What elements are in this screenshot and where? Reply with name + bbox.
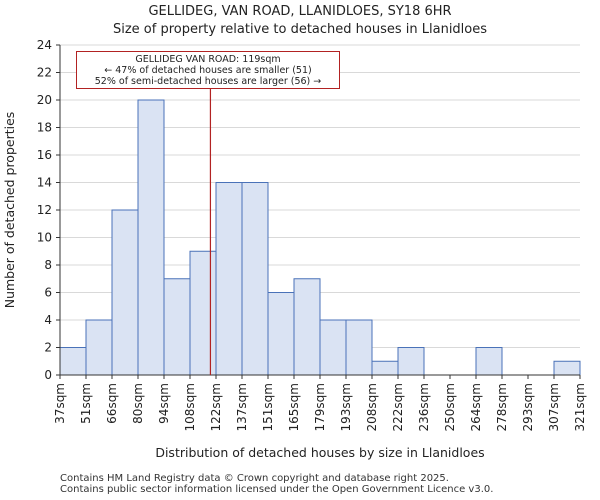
- x-tick-label: 151sqm: [261, 383, 275, 431]
- x-tick-label: 208sqm: [365, 383, 379, 431]
- y-tick-label: 4: [44, 313, 52, 327]
- x-tick-label: 250sqm: [443, 383, 457, 431]
- histogram-bar: [397, 347, 425, 376]
- y-tick-label: 18: [37, 121, 52, 135]
- annotation-line1: GELLIDEG VAN ROAD: 119sqm: [135, 54, 281, 65]
- x-tick-label: 66sqm: [105, 383, 119, 424]
- histogram-bar: [267, 292, 295, 376]
- y-tick-label: 12: [37, 203, 52, 217]
- x-tick-label: 179sqm: [313, 383, 327, 431]
- x-tick-label: 165sqm: [287, 383, 301, 431]
- x-tick-label: 193sqm: [339, 383, 353, 431]
- histogram-bar: [475, 347, 503, 376]
- histogram-bar: [85, 319, 113, 376]
- histogram-bar: [59, 347, 87, 376]
- x-tick-label: 264sqm: [469, 383, 483, 431]
- y-tick-label: 20: [37, 93, 52, 107]
- x-tick-label: 307sqm: [547, 383, 561, 431]
- chart-title-line2: Size of property relative to detached ho…: [112, 22, 488, 37]
- chart-title-line1: GELLIDEG, VAN ROAD, LLANIDLOES, SY18 6HR: [148, 4, 452, 19]
- y-tick-label: 14: [37, 176, 52, 190]
- x-tick-label: 222sqm: [391, 383, 405, 431]
- histogram-bar: [137, 99, 165, 376]
- x-axis-label: Distribution of detached houses by size …: [155, 445, 484, 460]
- histogram-bar: [111, 209, 139, 376]
- histogram-bar: [293, 278, 321, 376]
- x-tick-label: 137sqm: [235, 383, 249, 431]
- x-tick-label: 293sqm: [521, 383, 535, 431]
- marker-annotation: GELLIDEG VAN ROAD: 119sqm ← 47% of detac…: [76, 51, 340, 89]
- x-tick-label: 51sqm: [79, 383, 93, 424]
- x-tick-label: 122sqm: [209, 383, 223, 431]
- footer-line2: Contains public sector information licen…: [60, 484, 494, 495]
- x-tick-label: 37sqm: [53, 383, 67, 424]
- x-tick-label: 80sqm: [131, 383, 145, 424]
- y-tick-label: 10: [37, 231, 52, 245]
- x-tick-label: 278sqm: [495, 383, 509, 431]
- histogram-bar: [189, 250, 217, 376]
- y-tick-label: 6: [44, 286, 52, 300]
- y-tick-label: 22: [37, 66, 52, 80]
- annotation-line3: 52% of semi-detached houses are larger (…: [94, 76, 322, 87]
- histogram-bar: [553, 360, 581, 376]
- x-tick-label: 236sqm: [417, 383, 431, 431]
- footer-line1: Contains HM Land Registry data © Crown c…: [60, 473, 449, 484]
- y-tick-label: 24: [37, 38, 52, 52]
- x-tick-label: 94sqm: [157, 383, 171, 424]
- y-tick-label: 2: [44, 341, 52, 355]
- histogram-bar: [319, 319, 347, 376]
- y-axis-label: Number of detached properties: [2, 112, 17, 309]
- annotation-line2: ← 47% of detached houses are smaller (51…: [104, 65, 312, 76]
- x-tick-label: 108sqm: [183, 383, 197, 431]
- y-tick-label: 0: [44, 368, 52, 382]
- x-tick-label: 321sqm: [573, 383, 587, 431]
- y-tick-label: 16: [37, 148, 52, 162]
- histogram-bar: [163, 278, 191, 376]
- histogram-bar: [241, 182, 269, 376]
- histogram-bar: [345, 319, 373, 376]
- y-tick-label: 8: [44, 258, 52, 272]
- histogram-bar: [371, 360, 399, 376]
- histogram-bar: [215, 182, 243, 376]
